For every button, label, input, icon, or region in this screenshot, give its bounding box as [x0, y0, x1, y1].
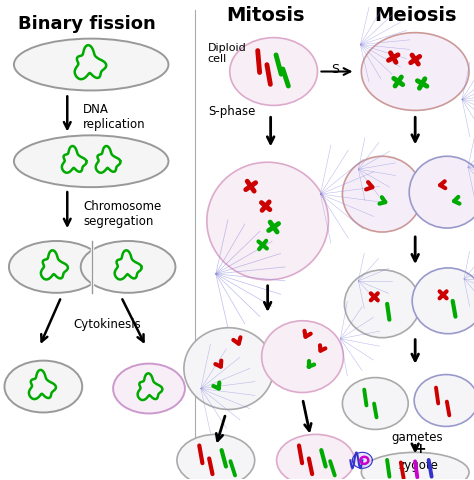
Text: Chromosome
segregation: Chromosome segregation — [83, 200, 162, 228]
Text: Binary fission: Binary fission — [18, 15, 156, 33]
Ellipse shape — [9, 241, 104, 293]
Text: S-phase: S-phase — [208, 105, 255, 118]
Ellipse shape — [207, 163, 328, 280]
Ellipse shape — [14, 136, 168, 188]
Polygon shape — [352, 453, 372, 468]
Text: zygote: zygote — [398, 458, 438, 471]
Text: Diploid
cell: Diploid cell — [208, 43, 246, 64]
Ellipse shape — [184, 328, 273, 409]
Ellipse shape — [230, 38, 318, 106]
Ellipse shape — [345, 270, 420, 338]
Text: Mitosis: Mitosis — [227, 6, 305, 24]
Ellipse shape — [14, 39, 168, 91]
Ellipse shape — [342, 157, 422, 232]
Text: Cytokinesis: Cytokinesis — [73, 318, 141, 331]
Ellipse shape — [361, 452, 469, 480]
Ellipse shape — [361, 34, 469, 111]
Text: gametes: gametes — [392, 431, 443, 444]
Ellipse shape — [262, 321, 343, 393]
Polygon shape — [91, 241, 93, 293]
Ellipse shape — [177, 434, 255, 480]
Ellipse shape — [4, 361, 82, 413]
Ellipse shape — [277, 434, 355, 480]
Ellipse shape — [81, 241, 175, 293]
Ellipse shape — [414, 375, 474, 427]
Ellipse shape — [342, 378, 408, 430]
Text: Meiosis: Meiosis — [374, 6, 456, 24]
Text: S: S — [331, 62, 339, 75]
Text: DNA
replication: DNA replication — [83, 103, 146, 131]
Ellipse shape — [113, 364, 185, 414]
Ellipse shape — [409, 157, 474, 228]
Ellipse shape — [412, 268, 474, 334]
Text: +: + — [414, 442, 426, 456]
